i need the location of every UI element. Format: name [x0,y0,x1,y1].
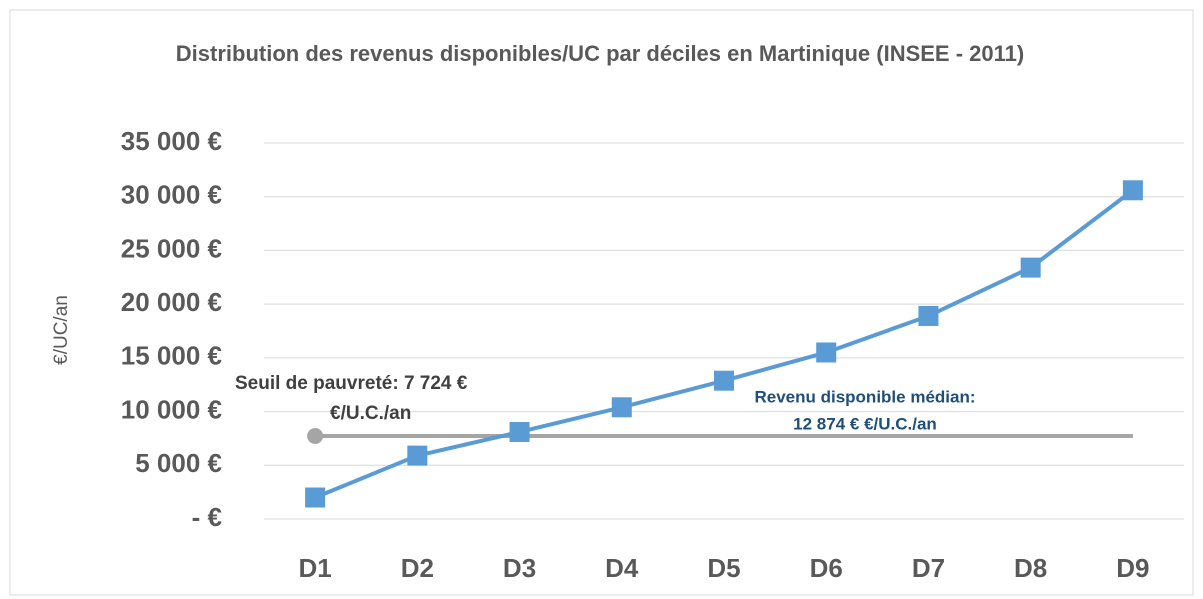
data-point [1122,180,1143,201]
y-axis-label: €/UC/an [51,295,72,365]
x-tick-label: D1 [298,553,331,583]
y-tick-label: 35 000 € [121,126,222,156]
x-tick-label: D7 [912,553,945,583]
chart-border [9,9,1194,596]
x-tick-label: D4 [605,553,639,583]
x-tick-label: D8 [1014,553,1047,583]
y-tick-label: 5 000 € [135,448,222,478]
x-tick-label: D5 [707,553,740,583]
x-tick-label: D2 [401,553,434,583]
annotation: €/U.C./an [330,403,411,424]
y-tick-label: 15 000 € [121,341,222,371]
y-tick-label: 30 000 € [121,180,222,210]
data-point [407,445,428,466]
data-point [509,421,530,442]
y-tick-label: 25 000 € [121,233,222,263]
data-point [1020,257,1041,278]
data-point [307,428,324,445]
annotation: Seuil de pauvreté: 7 724 € [235,373,468,394]
x-tick-label: D6 [810,553,843,583]
data-point [816,342,837,363]
x-tick-label: D3 [503,553,536,583]
y-tick-label: 20 000 € [121,287,222,317]
annotation: 12 874 € €/U.C./an [793,414,937,433]
y-tick-label: - € [192,502,222,532]
chart-title: Distribution des revenus disponibles/UC … [175,41,1025,66]
series-line [314,188,1135,500]
x-tick-label: D9 [1116,553,1149,583]
data-point [918,305,939,326]
y-tick-label: 10 000 € [121,394,222,424]
data-point [305,487,326,508]
data-point [611,397,632,418]
data-point [714,370,734,391]
annotation: Revenu disponible médian: [754,387,975,406]
